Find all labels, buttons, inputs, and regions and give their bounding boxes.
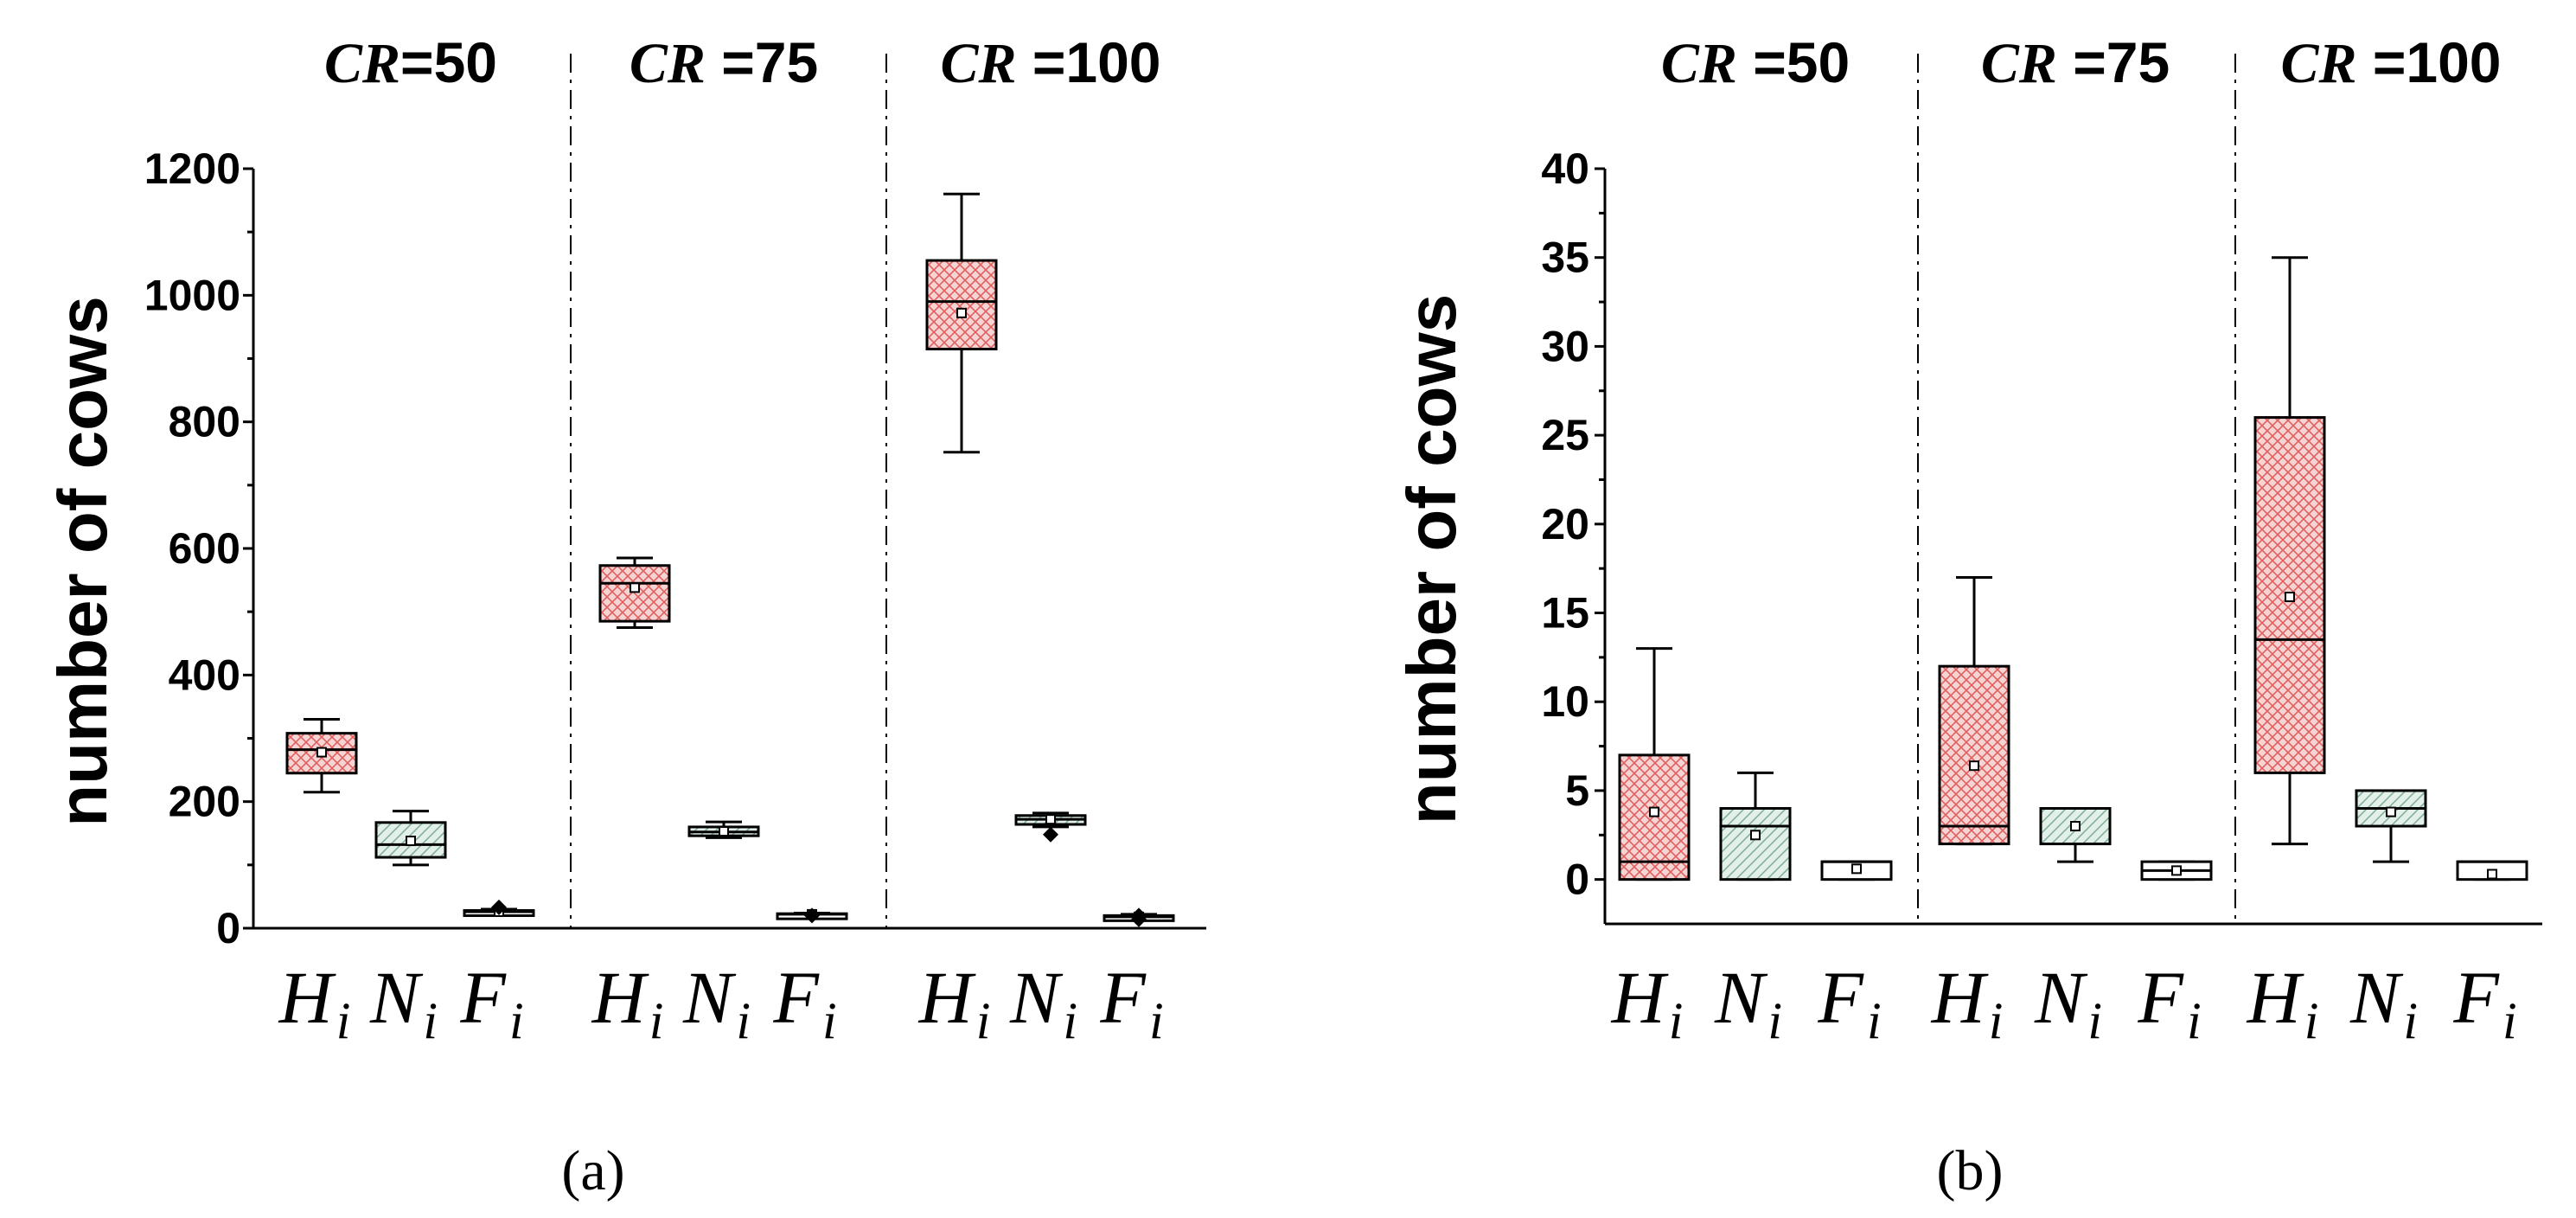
group-label: CR =50 — [1661, 30, 1850, 95]
mean-marker — [2285, 592, 2295, 603]
mean-marker — [2487, 869, 2497, 880]
y-tick-label: 1000 — [144, 271, 240, 319]
box-n-1-1 — [2039, 806, 2112, 863]
y-tick-label: 200 — [169, 778, 240, 826]
box-iqr — [598, 564, 671, 623]
category-label: Ni — [1714, 956, 1782, 1049]
y-tick-label: 35 — [1541, 234, 1589, 282]
box-h-0-0 — [285, 718, 358, 794]
box-iqr — [1938, 664, 2010, 846]
box-n-0-0 — [374, 810, 447, 867]
y-tick-label: 400 — [169, 651, 240, 699]
mean-marker — [1969, 760, 1979, 772]
outlier-point — [1131, 911, 1147, 927]
box-h-1-1 — [1938, 575, 2010, 846]
y-tick-label: 15 — [1541, 589, 1589, 638]
y-tick-label: 5 — [1565, 766, 1589, 815]
y-tick-label: 25 — [1541, 411, 1589, 459]
box-f-0-0 — [463, 899, 535, 918]
category-label: Fi — [2452, 956, 2516, 1049]
box-n-1-0 — [1719, 771, 1792, 881]
outlier-point — [804, 907, 820, 924]
box-iqr — [2253, 416, 2326, 774]
y-tick-label: 0 — [1565, 856, 1589, 904]
y-tick-label: 800 — [169, 398, 240, 446]
box-n-1-2 — [2355, 789, 2427, 863]
box-h-0-1 — [598, 556, 671, 629]
mean-marker — [2070, 821, 2081, 832]
mean-marker — [1649, 806, 1659, 817]
category-label: Ni — [1009, 956, 1077, 1049]
category-label: Fi — [1099, 956, 1163, 1049]
outlier-point — [1043, 826, 1058, 843]
y-tick-label: 30 — [1541, 322, 1589, 370]
y-axis-label: number of cows — [44, 296, 121, 826]
mean-marker — [2171, 865, 2182, 876]
box-iqr — [374, 821, 447, 859]
box-f-0-1 — [776, 907, 848, 924]
category-label: Fi — [459, 956, 523, 1049]
group-label: CR =100 — [2280, 30, 2501, 95]
mean-marker — [630, 582, 640, 593]
panel-b: 0 5 10 15 20 25 30 35 40 number of cows CR =50 Hi Ni… — [1393, 30, 2542, 1202]
mean-marker — [719, 826, 729, 837]
box-iqr — [925, 259, 998, 351]
group-label: CR=50 — [324, 30, 497, 95]
category-label: Fi — [1817, 956, 1881, 1049]
category-label: Hi — [2247, 956, 2319, 1049]
mean-marker — [316, 747, 327, 758]
mean-marker — [406, 836, 416, 847]
box-iqr — [1719, 806, 1792, 881]
category-label: Hi — [278, 956, 351, 1049]
mean-marker — [1851, 863, 1862, 875]
category-label: Ni — [2349, 956, 2418, 1049]
panel-a: 0 200 400 600 800 1000 1200 number of cows CR=50… — [44, 30, 1206, 1202]
y-tick-label: 0 — [216, 904, 240, 952]
group-label: CR =75 — [630, 30, 818, 95]
box-n-0-1 — [687, 820, 760, 839]
outlier-point — [491, 899, 507, 915]
y-tick-label: 20 — [1541, 500, 1589, 548]
mean-marker — [2386, 806, 2396, 817]
y-tick-label: 40 — [1541, 144, 1589, 193]
category-label: Fi — [772, 956, 836, 1049]
y-axis-label: number of cows — [1393, 294, 1470, 824]
group-label: CR =100 — [940, 30, 1160, 95]
y-tick-label: 1200 — [144, 144, 240, 193]
panel-label: (a) — [561, 1139, 624, 1202]
category-label: Ni — [2034, 956, 2102, 1049]
group-label: CR =75 — [1981, 30, 2170, 95]
y-tick-label: 10 — [1541, 677, 1589, 726]
category-label: Hi — [591, 956, 664, 1049]
box-iqr — [1618, 753, 1691, 881]
category-label: Hi — [918, 956, 991, 1049]
mean-marker — [956, 307, 967, 318]
box-f-1-1 — [2140, 860, 2213, 881]
box-h-1-2 — [2253, 256, 2326, 846]
y-tick-label: 600 — [169, 524, 240, 573]
box-h-1-0 — [1618, 647, 1691, 881]
box-n-0-2 — [1014, 811, 1087, 843]
box-iqr — [285, 732, 358, 775]
box-f-0-2 — [1103, 907, 1175, 927]
category-label: Ni — [369, 956, 438, 1049]
box-f-1-2 — [2456, 860, 2528, 881]
box-f-1-0 — [1820, 860, 1893, 881]
panel-label: (b) — [1937, 1139, 2004, 1202]
mean-marker — [1750, 830, 1761, 841]
category-label: Ni — [682, 956, 751, 1049]
category-label: Hi — [1611, 956, 1684, 1049]
category-label: Hi — [1931, 956, 2004, 1049]
box-h-0-2 — [925, 192, 998, 454]
category-label: Fi — [2137, 956, 2201, 1049]
mean-marker — [1045, 814, 1056, 825]
